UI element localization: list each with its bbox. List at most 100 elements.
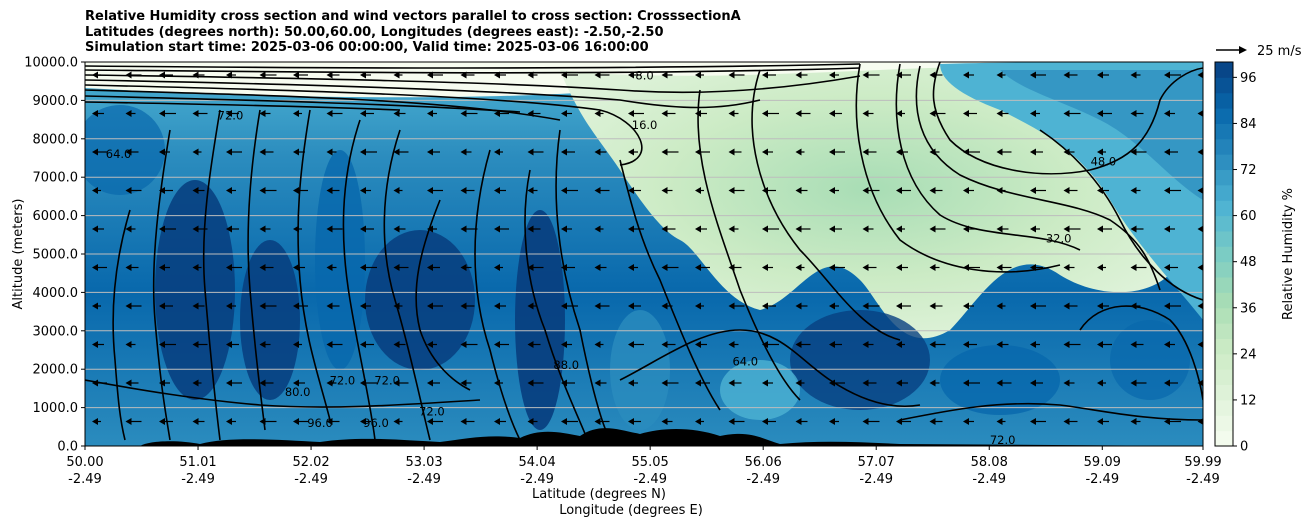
wind-arrow <box>360 71 371 79</box>
wind-arrow <box>427 187 443 194</box>
wind-arrow <box>594 341 604 348</box>
wind-arrow <box>728 225 739 233</box>
wind-arrow <box>862 225 874 233</box>
wind-arrow <box>1164 457 1175 464</box>
wind-arrow <box>628 418 641 425</box>
wind-arrow <box>695 379 710 387</box>
x-tick-label-lon: -2.49 <box>1085 472 1119 487</box>
wind-arrow <box>326 302 340 310</box>
y-tick-label: 9000.0 <box>33 94 79 109</box>
wind-arrow <box>126 457 136 464</box>
wind-arrow <box>728 341 739 348</box>
wind-arrow <box>963 71 974 79</box>
wind-arrow <box>259 148 274 156</box>
wind-arrow <box>1063 264 1075 271</box>
wind-arrow <box>561 71 578 79</box>
quiver-key-arrowhead <box>1239 46 1247 54</box>
wind-arrow <box>394 457 406 464</box>
wind-arrow <box>829 379 845 387</box>
colorbar-tick-label: 60 <box>1240 209 1257 224</box>
wind-arrow <box>460 264 472 271</box>
wind-arrow <box>963 264 980 271</box>
wind-arrow <box>695 341 707 348</box>
x-tick-label-lon: -2.49 <box>1186 472 1220 487</box>
wind-arrow <box>628 148 638 156</box>
wind-arrow <box>1030 457 1040 464</box>
wind-arrow <box>1030 379 1043 387</box>
wind-arrow <box>159 225 176 233</box>
wind-arrow <box>661 225 676 233</box>
wind-arrow <box>561 457 572 464</box>
wind-arrow <box>728 264 742 271</box>
wind-arrow <box>159 457 176 464</box>
wind-arrow <box>762 110 779 117</box>
wind-arrow <box>1063 71 1078 79</box>
x-axis-label-latitude: Latitude (degrees N) <box>532 487 666 502</box>
wind-arrow <box>92 418 101 425</box>
wind-arrow <box>393 302 403 310</box>
wind-arrow <box>594 264 607 271</box>
wind-arrow <box>427 71 443 79</box>
wind-arrow <box>92 341 104 348</box>
colorbar-segment <box>1215 138 1233 155</box>
wind-arrow <box>829 225 842 233</box>
colorbar-tick-label: 84 <box>1240 117 1257 132</box>
wind-arrow <box>661 187 673 194</box>
wind-arrow <box>862 71 880 79</box>
wind-arrow <box>125 341 136 348</box>
wind-arrow <box>628 110 644 117</box>
colorbar-segment <box>1215 123 1233 140</box>
wind-arrow <box>762 341 779 348</box>
wind-arrow <box>527 148 544 156</box>
wind-arrow <box>125 225 136 233</box>
colorbar-segment <box>1215 292 1233 309</box>
wind-arrow <box>963 187 974 194</box>
wind-arrow <box>695 148 710 156</box>
wind-arrow <box>896 187 911 194</box>
wind-arrow <box>494 379 503 387</box>
wind-arrow <box>996 110 1009 117</box>
colorbar-segment <box>1215 215 1233 232</box>
wind-arrow <box>226 71 236 79</box>
wind-arrow <box>1030 187 1046 194</box>
colorbar-tick-label: 72 <box>1240 163 1257 178</box>
wind-arrow <box>1030 264 1043 271</box>
wind-arrow <box>360 457 374 464</box>
wind-arrow <box>226 418 236 425</box>
wind-arrow <box>125 418 142 425</box>
wind-arrow <box>1063 110 1081 117</box>
wind-arrow <box>829 457 842 464</box>
wind-arrow <box>762 379 773 387</box>
wind-arrow <box>1197 225 1203 233</box>
y-axis-label: Altitude (meters) <box>11 199 26 310</box>
wind-arrow <box>1097 225 1112 233</box>
wind-arrow <box>527 71 538 79</box>
y-axis: 0.0 1000.0 2000.0 3000.0 4000.0 5000.0 6000.0 7… <box>24 56 85 455</box>
wind-arrow <box>92 110 104 117</box>
x-tick-label-lat: 58.08 <box>971 455 1008 470</box>
contour-label: 8.0 <box>635 68 653 82</box>
wind-arrow <box>1197 148 1203 156</box>
wind-arrow <box>661 148 679 156</box>
x-tick-label-lon: -2.49 <box>746 472 780 487</box>
wind-arrow <box>1030 225 1040 233</box>
chart-title: Relative Humidity cross section and wind… <box>85 9 741 56</box>
wind-arrow <box>259 341 271 348</box>
wind-arrow <box>427 379 440 387</box>
wind-arrow <box>561 110 572 117</box>
wind-arrow <box>1130 418 1141 425</box>
y-tick-label: 5000.0 <box>33 248 79 263</box>
x-tick-label-lon: -2.49 <box>407 472 441 487</box>
wind-arrow <box>695 71 704 79</box>
colorbar-segment <box>1215 169 1233 186</box>
wind-arrow <box>192 418 205 425</box>
colorbar-segment <box>1215 92 1233 109</box>
wind-arrow <box>1131 457 1144 464</box>
wind-arrow <box>527 418 538 425</box>
wind-arrow <box>561 302 578 310</box>
contour-labels: 8.0 16.0 72.0 64.0 48.0 32.0 88.0 72.0 72.0 80.0 9… <box>106 68 1116 447</box>
wind-arrow <box>1164 302 1181 310</box>
quiver-key-label: 25 m/s <box>1257 44 1302 59</box>
wind-arrow <box>92 264 107 271</box>
wind-arrow <box>795 225 811 233</box>
